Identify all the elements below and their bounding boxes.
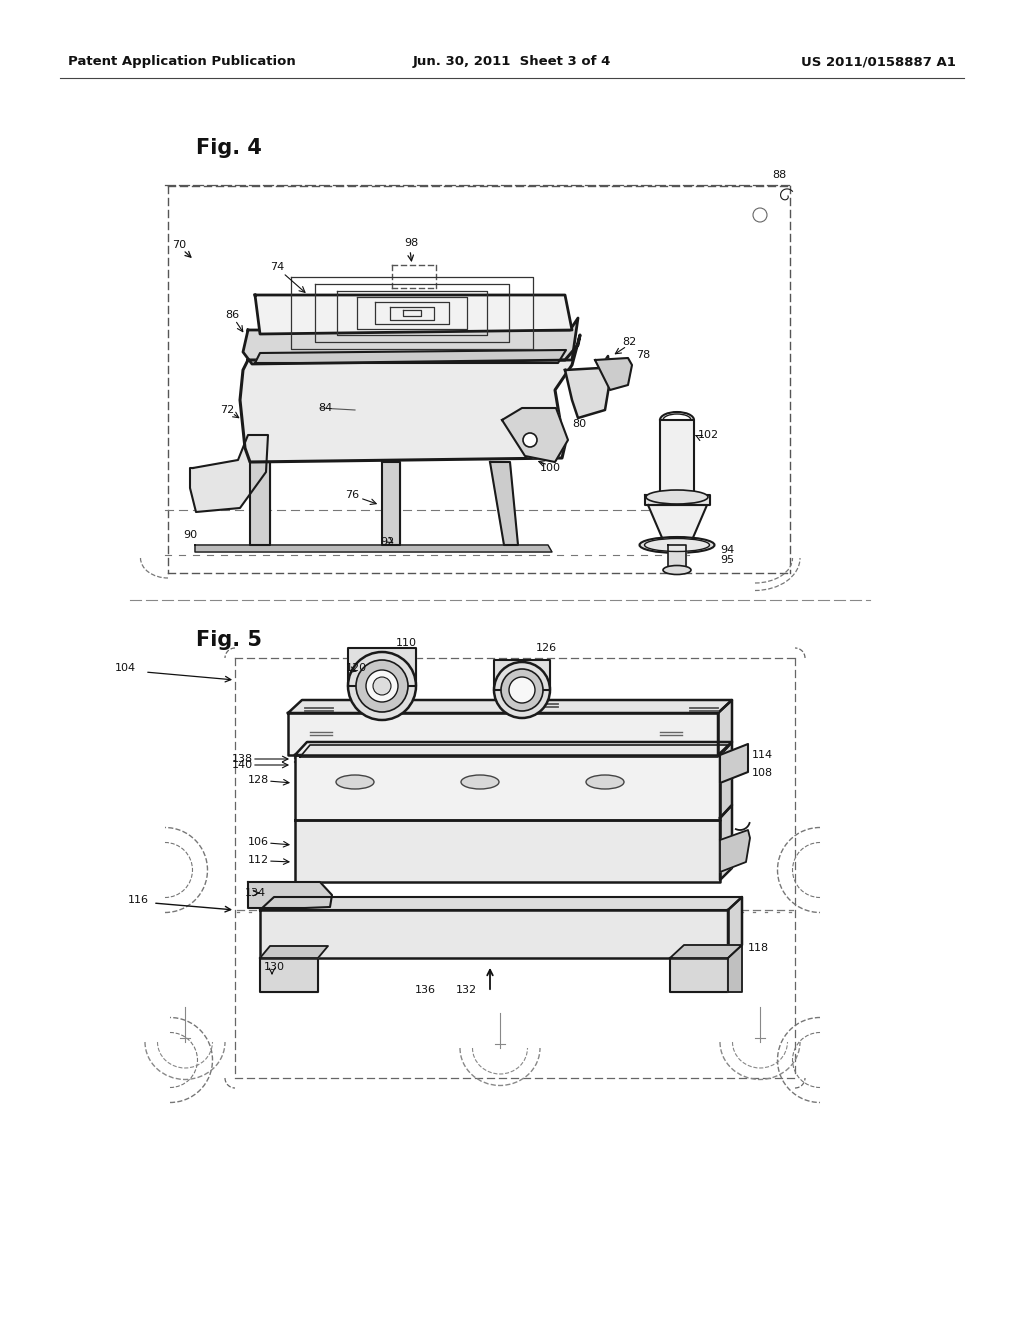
Text: 130: 130	[264, 962, 285, 972]
Text: 102: 102	[698, 430, 719, 440]
Polygon shape	[288, 713, 718, 755]
Text: 92: 92	[380, 537, 394, 546]
Polygon shape	[565, 356, 610, 418]
Text: 104: 104	[115, 663, 136, 673]
Polygon shape	[660, 420, 694, 498]
Polygon shape	[494, 660, 550, 690]
Text: 90: 90	[183, 531, 198, 540]
Polygon shape	[668, 545, 686, 570]
Circle shape	[501, 669, 543, 711]
Polygon shape	[288, 700, 732, 713]
Text: 84: 84	[318, 403, 332, 413]
Polygon shape	[718, 700, 732, 755]
Polygon shape	[490, 462, 518, 545]
Polygon shape	[248, 882, 332, 908]
Polygon shape	[502, 408, 568, 462]
Text: 72: 72	[220, 405, 234, 414]
Polygon shape	[648, 506, 707, 540]
Text: Fig. 5: Fig. 5	[196, 630, 262, 649]
Text: 140: 140	[232, 760, 253, 770]
Text: 114: 114	[752, 750, 773, 760]
Polygon shape	[720, 830, 750, 873]
Polygon shape	[295, 755, 720, 820]
Text: 110: 110	[396, 638, 417, 648]
Text: 132: 132	[456, 985, 477, 995]
Polygon shape	[670, 958, 728, 993]
Polygon shape	[240, 335, 580, 462]
Text: 136: 136	[415, 985, 436, 995]
Polygon shape	[260, 898, 742, 909]
Polygon shape	[260, 946, 328, 958]
Ellipse shape	[461, 775, 499, 789]
Text: 128: 128	[248, 775, 269, 785]
Text: 108: 108	[752, 768, 773, 777]
Text: 100: 100	[540, 463, 561, 473]
Ellipse shape	[586, 775, 624, 789]
Polygon shape	[595, 358, 632, 389]
Polygon shape	[243, 318, 578, 364]
Text: 70: 70	[172, 240, 186, 249]
Text: Jun. 30, 2011  Sheet 3 of 4: Jun. 30, 2011 Sheet 3 of 4	[413, 55, 611, 69]
Polygon shape	[295, 820, 720, 882]
Text: 94: 94	[720, 545, 734, 554]
Text: 106: 106	[248, 837, 269, 847]
Polygon shape	[348, 648, 416, 686]
Ellipse shape	[663, 565, 691, 574]
Polygon shape	[190, 436, 268, 512]
Text: 126: 126	[536, 643, 557, 653]
Text: 82: 82	[622, 337, 636, 347]
Polygon shape	[728, 945, 742, 993]
Polygon shape	[720, 744, 748, 783]
Text: 74: 74	[270, 261, 285, 272]
Ellipse shape	[644, 539, 710, 552]
Text: 95: 95	[720, 554, 734, 565]
Text: Fig. 4: Fig. 4	[196, 139, 262, 158]
Circle shape	[494, 663, 550, 718]
Text: US 2011/0158887 A1: US 2011/0158887 A1	[801, 55, 956, 69]
Text: 116: 116	[128, 895, 150, 906]
Polygon shape	[382, 462, 400, 545]
Text: 86: 86	[225, 310, 240, 319]
Text: 80: 80	[572, 418, 586, 429]
Text: 134: 134	[245, 888, 266, 898]
Polygon shape	[260, 958, 318, 993]
Circle shape	[356, 660, 408, 711]
Polygon shape	[295, 742, 732, 755]
Circle shape	[373, 677, 391, 696]
Text: 120: 120	[346, 663, 368, 673]
Polygon shape	[720, 805, 732, 880]
Circle shape	[523, 433, 537, 447]
Text: 98: 98	[404, 238, 418, 248]
Polygon shape	[260, 909, 728, 958]
Polygon shape	[720, 742, 732, 818]
Polygon shape	[645, 495, 710, 506]
Text: 76: 76	[345, 490, 359, 500]
Polygon shape	[728, 898, 742, 958]
Circle shape	[509, 677, 535, 704]
Text: 88: 88	[772, 170, 786, 180]
Circle shape	[348, 652, 416, 719]
Polygon shape	[255, 350, 566, 363]
Ellipse shape	[646, 490, 708, 504]
Polygon shape	[195, 545, 552, 552]
Polygon shape	[255, 294, 572, 334]
Ellipse shape	[336, 775, 374, 789]
Text: 118: 118	[748, 942, 769, 953]
Polygon shape	[300, 744, 728, 756]
Text: 78: 78	[636, 350, 650, 360]
Circle shape	[366, 671, 398, 702]
Ellipse shape	[640, 537, 715, 553]
Text: 112: 112	[248, 855, 269, 865]
Polygon shape	[670, 945, 742, 958]
Text: 138: 138	[232, 754, 253, 764]
Polygon shape	[250, 462, 270, 545]
Text: Patent Application Publication: Patent Application Publication	[68, 55, 296, 69]
